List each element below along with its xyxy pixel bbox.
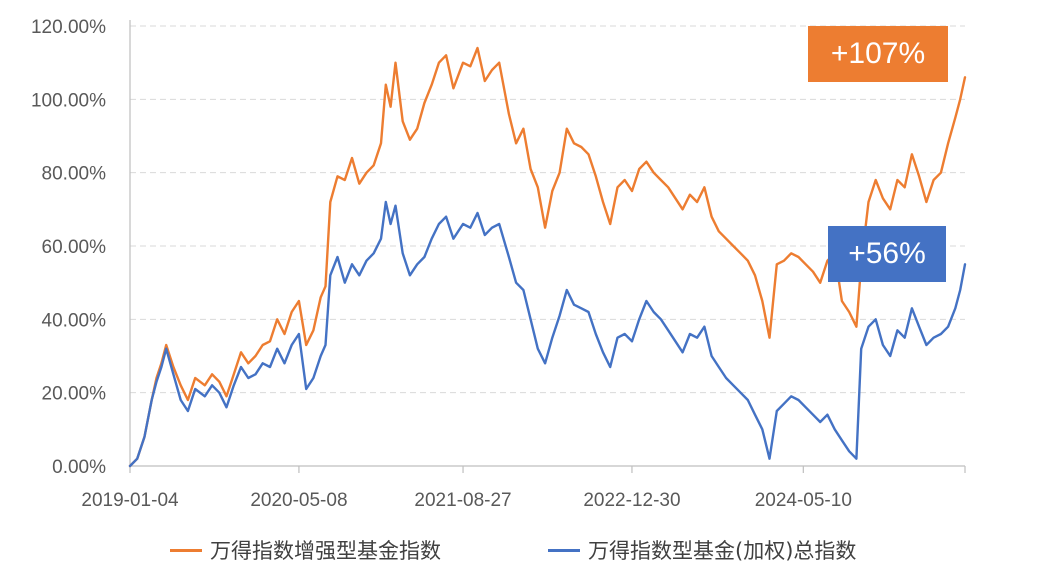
y-tick-label: 40.00%: [42, 310, 107, 331]
legend-swatch-blue: [548, 548, 580, 552]
callout-total-index-return: +56%: [828, 226, 946, 282]
legend-label-enhanced-index: 万得指数增强型基金指数: [210, 539, 441, 563]
x-tick-label: 2021-08-27: [414, 490, 511, 511]
y-tick-label: 20.00%: [42, 384, 107, 405]
axes: 0.00% 20.00% 40.00% 60.00% 80.00% 100.00% 120.…: [31, 17, 966, 511]
y-tick-label: 120.00%: [31, 17, 106, 38]
legend-swatch-orange: [170, 548, 202, 552]
callout-enhanced-index-return: +107%: [808, 26, 948, 82]
x-tick-label: 2020-05-08: [250, 490, 347, 511]
y-tick-label: 60.00%: [42, 237, 107, 258]
x-tick-label: 2024-05-10: [755, 490, 852, 511]
x-tick-label: 2019-01-04: [81, 490, 179, 511]
legend-item-total-index: 万得指数型基金(加权)总指数: [548, 534, 856, 566]
legend-item-enhanced-index: 万得指数增强型基金指数: [170, 534, 441, 566]
y-tick-label: 0.00%: [52, 457, 106, 478]
y-tick-label: 100.00%: [31, 90, 106, 111]
x-tick-label: 2022-12-30: [583, 490, 680, 511]
y-tick-label: 80.00%: [42, 164, 107, 185]
series-line-total-index: [128, 200, 967, 468]
legend-label-total-index: 万得指数型基金(加权)总指数: [588, 539, 857, 563]
